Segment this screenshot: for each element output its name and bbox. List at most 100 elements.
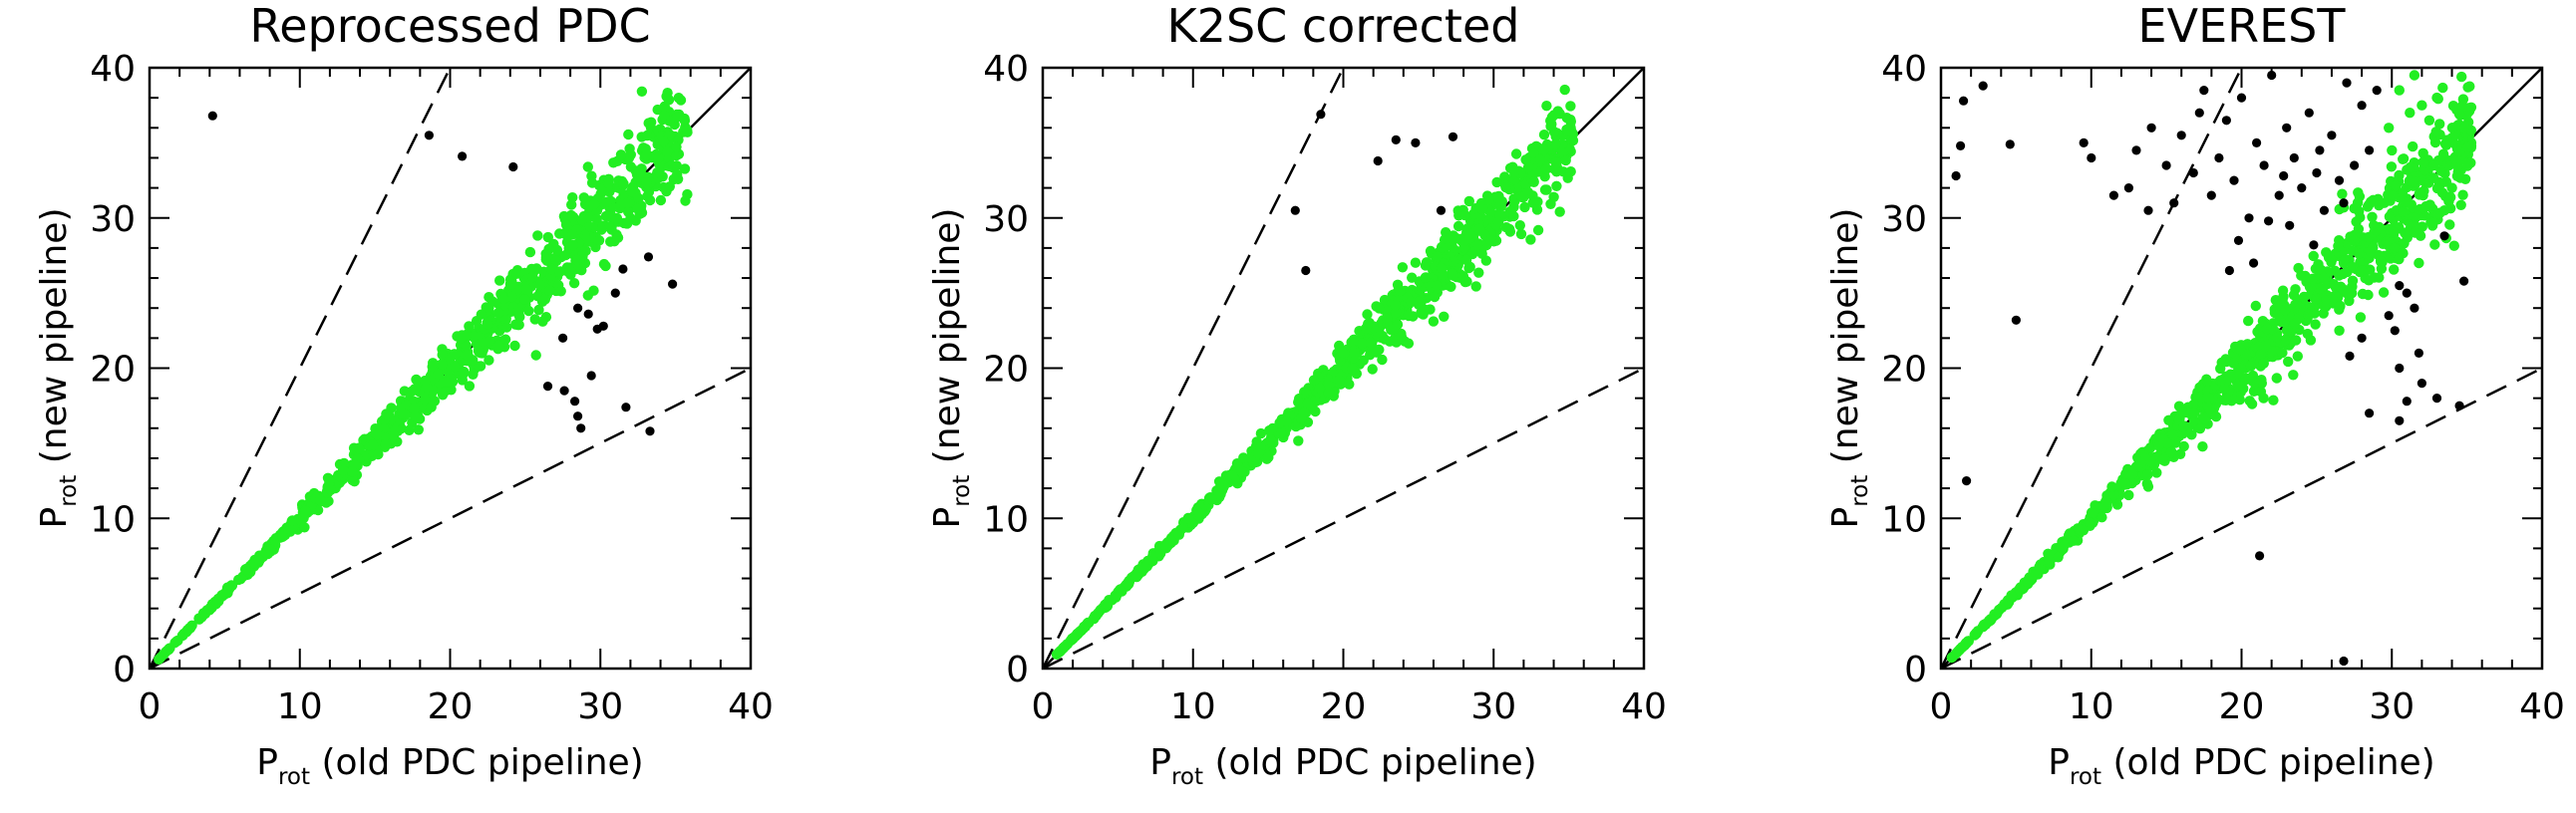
data-point — [1314, 383, 1325, 395]
data-point — [1419, 304, 1431, 315]
data-point — [2459, 173, 2471, 184]
data-point — [2234, 395, 2245, 406]
outlier-point — [2233, 235, 2244, 245]
data-point — [682, 188, 693, 200]
data-point — [1476, 203, 1488, 215]
data-point — [1960, 638, 1972, 649]
data-point — [600, 210, 612, 222]
data-point — [2375, 255, 2387, 267]
outlier-point — [2431, 394, 2442, 404]
data-point — [539, 294, 550, 305]
y-axis-label-rest: (new pipeline) — [34, 208, 75, 475]
data-point — [623, 129, 634, 140]
data-point — [2056, 542, 2067, 553]
data-point — [641, 149, 652, 160]
y-axis-label-sub: rot — [56, 475, 82, 507]
chart-title: K2SC corrected — [1167, 0, 1520, 53]
double-ratio-line — [150, 68, 452, 669]
data-point — [2456, 71, 2467, 83]
data-point — [499, 334, 511, 345]
x-tick-label: 20 — [2219, 686, 2265, 727]
data-point — [2389, 264, 2400, 275]
data-point — [551, 244, 563, 256]
y-tick-label: 40 — [90, 49, 136, 90]
data-point — [2199, 412, 2210, 424]
data-point — [600, 260, 611, 272]
data-point — [1302, 398, 1313, 409]
data-point — [2232, 381, 2243, 392]
data-point — [428, 358, 439, 369]
data-point — [300, 505, 311, 516]
data-point — [1458, 235, 1470, 246]
data-point — [2441, 135, 2452, 145]
data-point — [2429, 239, 2440, 250]
data-point — [461, 340, 472, 352]
outlier-point — [2224, 265, 2234, 276]
data-point — [2405, 108, 2415, 119]
data-point — [553, 266, 565, 277]
data-point — [1374, 303, 1385, 314]
x-axis-label-sub: rot — [1171, 764, 1203, 790]
data-point — [353, 442, 365, 454]
half-ratio-line — [1043, 367, 1644, 669]
data-point — [2334, 270, 2345, 281]
data-point — [1459, 209, 1470, 221]
data-point — [380, 438, 392, 449]
data-point — [1472, 239, 1483, 251]
data-point — [2260, 341, 2271, 352]
data-point — [2388, 226, 2400, 238]
y-axis-label-main: P — [927, 507, 968, 529]
data-point — [2437, 82, 2448, 94]
data-point — [2448, 240, 2459, 251]
x-axis-label-rest: (old PDC pipeline) — [1203, 742, 1537, 783]
data-point — [1390, 299, 1401, 311]
x-axis-label-main: P — [256, 742, 278, 783]
data-point — [2126, 469, 2138, 480]
outlier-point — [1290, 205, 1300, 215]
data-point — [654, 166, 665, 177]
data-point — [1281, 415, 1292, 426]
data-point — [2349, 235, 2360, 246]
y-axis-label-main: P — [34, 507, 75, 529]
data-point — [595, 188, 606, 199]
data-point — [2053, 552, 2064, 563]
data-point — [1562, 172, 1573, 183]
data-point — [2334, 325, 2345, 336]
data-point — [483, 319, 493, 330]
data-point — [2162, 437, 2173, 448]
data-point — [2388, 190, 2400, 201]
outlier-point — [558, 333, 568, 343]
data-point — [2283, 356, 2294, 368]
outlier-point — [2244, 213, 2254, 223]
data-point — [1266, 436, 1278, 447]
data-point — [576, 214, 588, 225]
outlier-point — [2439, 231, 2449, 241]
data-point — [1403, 310, 1415, 322]
data-point — [545, 263, 557, 275]
data-point — [239, 564, 251, 575]
y-tick-label: 40 — [983, 49, 1029, 90]
data-point — [2069, 535, 2080, 546]
outlier-point — [573, 411, 583, 421]
outlier-point — [2194, 108, 2204, 118]
data-point — [561, 262, 573, 273]
x-tick-label: 10 — [1170, 686, 1216, 727]
y-tick-label: 20 — [1881, 350, 1927, 391]
series-outliers — [207, 111, 678, 436]
data-point — [567, 229, 578, 240]
y-tick-label: 20 — [90, 350, 136, 391]
outlier-point — [2252, 137, 2262, 147]
data-point — [2288, 370, 2299, 381]
outlier-point — [2161, 160, 2171, 170]
data-point — [2427, 172, 2439, 183]
axis-ticks — [149, 67, 752, 670]
data-point — [1176, 523, 1188, 534]
data-point — [513, 319, 524, 331]
data-point — [578, 192, 589, 203]
outlier-point — [2285, 220, 2295, 230]
x-axis-label-rest: (old PDC pipeline) — [2101, 742, 2435, 783]
data-point — [404, 424, 415, 435]
data-point — [2355, 212, 2366, 223]
data-point — [2277, 347, 2288, 359]
data-point — [1557, 146, 1568, 158]
